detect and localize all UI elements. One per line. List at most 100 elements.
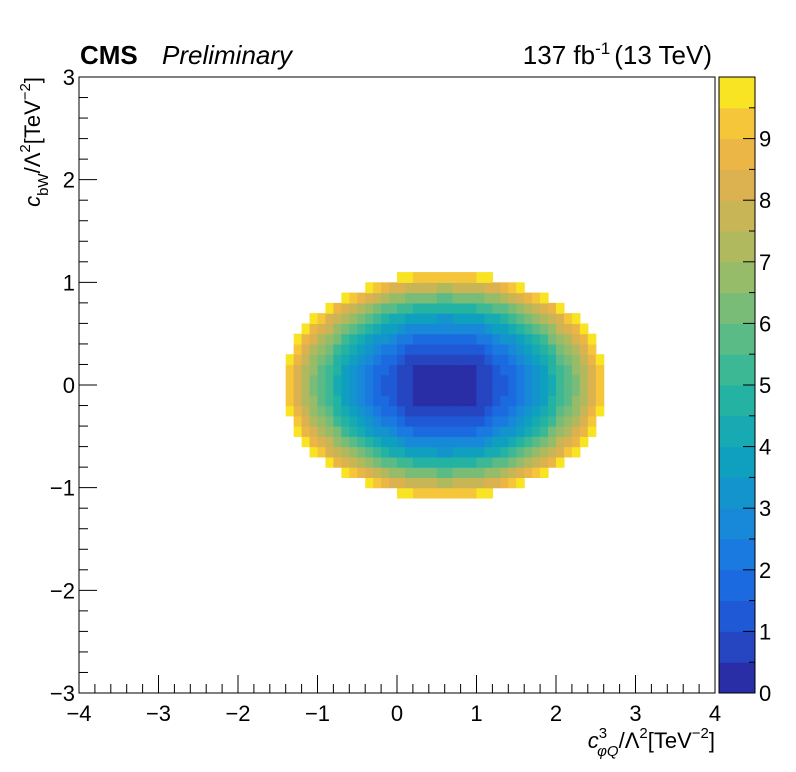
y-tick-label: 3 <box>63 65 75 90</box>
heatmap-cell <box>532 354 541 366</box>
heatmap-cell <box>540 292 549 304</box>
heatmap-cell <box>460 436 470 448</box>
heatmap-cell <box>460 333 470 345</box>
heatmap-cell <box>333 436 342 448</box>
heatmap-cell <box>373 405 382 417</box>
heatmap-cell <box>476 487 486 499</box>
heatmap-cell <box>587 374 597 386</box>
heatmap-cell <box>341 426 350 437</box>
heatmap-cell <box>524 467 533 478</box>
heatmap-cell <box>365 426 374 437</box>
heatmap-cell <box>397 467 406 478</box>
heatmap-cell <box>373 302 382 314</box>
heatmap-cell <box>548 395 557 407</box>
heatmap-cell <box>484 487 493 499</box>
heatmap-cell <box>476 374 486 386</box>
heatmap-cell <box>381 323 390 335</box>
heatmap-cell <box>301 415 311 427</box>
heatmap-cell <box>524 395 533 407</box>
heatmap-cell <box>333 405 342 417</box>
heatmap-cell <box>404 364 414 376</box>
heatmap-cell <box>468 343 478 355</box>
heatmap-cell <box>476 415 486 427</box>
heatmap-cell <box>563 405 573 417</box>
heatmap-cell <box>373 343 382 355</box>
heatmap-cell <box>468 292 478 304</box>
heatmap-cell <box>381 333 390 345</box>
heatmap-cell <box>349 292 358 304</box>
heatmap-cell <box>325 456 334 468</box>
heatmap-cell <box>412 374 422 386</box>
heatmap-cell <box>563 343 573 355</box>
heatmap-cell <box>404 426 414 437</box>
heatmap-cell <box>309 323 319 335</box>
heatmap-cell <box>341 323 350 335</box>
heatmap-cell <box>500 395 509 407</box>
heatmap-cell <box>317 343 327 355</box>
y-tick-label: 0 <box>63 373 75 398</box>
heatmap-cell <box>341 292 350 304</box>
heatmap-cell <box>373 415 382 427</box>
heatmap-cell <box>309 405 319 417</box>
heatmap-cell <box>285 385 295 396</box>
heatmap-cell <box>285 395 295 407</box>
heatmap-cell <box>420 374 430 386</box>
heatmap-cell <box>412 302 422 314</box>
heatmap-cell <box>317 395 327 407</box>
heatmap-cell <box>428 272 438 283</box>
heatmap-cell <box>397 456 406 468</box>
heatmap-cell <box>309 374 319 386</box>
heatmap-cell <box>444 302 454 314</box>
heatmap-cell <box>484 292 493 304</box>
heatmap-cell <box>492 292 501 304</box>
heatmap-cell <box>476 426 486 437</box>
colorbar-swatch <box>719 138 755 170</box>
heatmap-cell <box>436 405 446 417</box>
heatmap-cell <box>365 436 374 448</box>
heatmap-cell <box>540 302 549 314</box>
heatmap-cell <box>389 456 398 468</box>
heatmap-cell <box>452 343 462 355</box>
heatmap-cell <box>532 446 541 458</box>
heatmap-cell <box>500 405 509 417</box>
colorbar-tick-label: 6 <box>759 311 771 336</box>
heatmap-cell <box>381 343 390 355</box>
heatmap-cell <box>397 405 406 417</box>
heatmap-cell <box>357 364 366 376</box>
heatmap-cell <box>373 323 382 335</box>
heatmap-cell <box>468 446 478 458</box>
heatmap-cell <box>357 436 366 448</box>
colorbar-axis: 0 1 2 3 4 5 6 7 8 9 <box>743 76 771 706</box>
heatmap-cell <box>365 395 374 407</box>
heatmap-cell <box>468 395 478 407</box>
heatmap-cell <box>293 395 303 407</box>
heatmap-cell <box>333 354 342 366</box>
heatmap-cell <box>492 333 501 345</box>
heatmap-cell <box>325 446 334 458</box>
heatmap-cell <box>540 395 549 407</box>
heatmap-cell <box>508 436 517 448</box>
heatmap-cell <box>579 405 589 417</box>
heatmap-cell <box>444 477 454 489</box>
heatmap-cell <box>428 415 438 427</box>
heatmap-cell <box>397 374 406 386</box>
heatmap-cell <box>500 426 509 437</box>
heatmap-cell <box>548 364 557 376</box>
heatmap-cell <box>484 385 493 396</box>
heatmap-cell <box>412 343 422 355</box>
heatmap-cell <box>460 302 470 314</box>
heatmap-cell <box>556 354 565 366</box>
heatmap-cell <box>397 282 406 294</box>
heatmap-cell <box>365 467 374 478</box>
heatmap-cell <box>341 395 350 407</box>
heatmap-cell <box>389 323 398 335</box>
heatmap-cell <box>468 426 478 437</box>
heatmap-cell <box>365 415 374 427</box>
colorbar-swatch <box>719 600 755 632</box>
heatmap-cell <box>309 364 319 376</box>
heatmap-cell <box>476 467 486 478</box>
colorbar-swatch <box>719 477 755 509</box>
heatmap-cell <box>460 313 470 324</box>
heatmap-cell <box>381 467 390 478</box>
heatmap-cell <box>484 446 493 458</box>
